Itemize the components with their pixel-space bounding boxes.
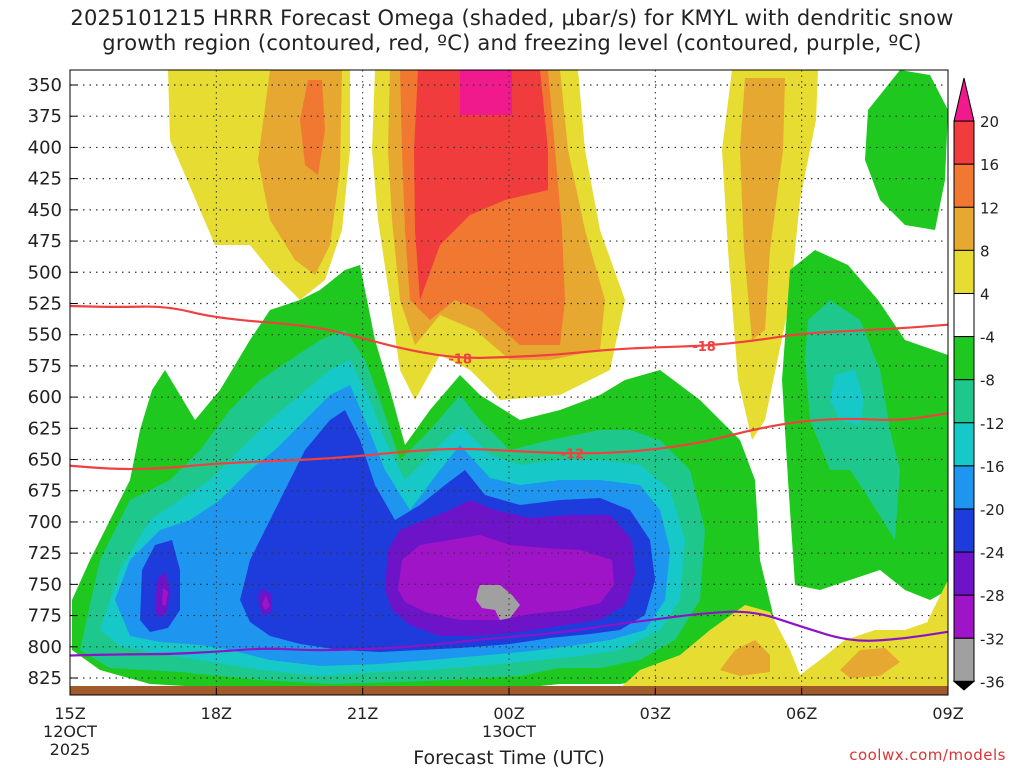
x-tick-label-03Z: 03Z <box>640 704 671 723</box>
y-tick-label-650: 650 <box>28 450 62 471</box>
colorbar-swatch-4 <box>953 249 975 294</box>
y-tick-label-575: 575 <box>28 356 62 377</box>
colorbar-label-8: -16 <box>980 458 1005 476</box>
y-tick-label-700: 700 <box>28 512 62 533</box>
omega-lower-orange-cell-1 <box>720 640 770 676</box>
y-tick-label-550: 550 <box>28 325 62 346</box>
colorbar-label-10: -24 <box>980 544 1005 562</box>
y-tick-label-800: 800 <box>28 637 62 658</box>
colorbar-swatch-2 <box>953 163 975 208</box>
y-tick-label-675: 675 <box>28 481 62 502</box>
y-tick-label-525: 525 <box>28 293 62 314</box>
colorbar-swatch-12 <box>953 594 975 639</box>
contours: -18 -18 -12 <box>69 304 949 657</box>
colorbar-swatch-13 <box>953 637 975 682</box>
colorbar-swatch-9 <box>953 465 975 510</box>
contour-minus-18-label-0: -18 <box>448 352 472 367</box>
colorbar-label-7: -12 <box>980 415 1005 433</box>
y-tick-label-750: 750 <box>28 574 62 595</box>
y-tick-label-425: 425 <box>28 169 62 190</box>
colorbar-swatch-7 <box>953 379 975 424</box>
omega-upper-cell-center-magenta <box>460 70 512 115</box>
colorbar-label-12: -32 <box>980 630 1005 648</box>
colorbar-swatch-8 <box>953 422 975 467</box>
x-tick-label-15Z: 15Z <box>54 704 85 723</box>
chart-title: 2025101215 HRRR Forecast Omega (shaded, … <box>0 6 1024 56</box>
colorbar-label-4: 4 <box>980 285 990 303</box>
colorbar-cap-bottom <box>952 680 976 691</box>
x-tick-label-00Z: 00Z <box>493 704 524 723</box>
contour-minus-18-label-1: -18 <box>692 340 716 355</box>
omega-lower-orange-cell-2 <box>840 648 900 678</box>
colorbar-cap-top <box>953 77 975 122</box>
colorbar-label-6: -8 <box>980 372 995 390</box>
y-tick-label-600: 600 <box>28 387 62 408</box>
colorbar-label-5: -4 <box>980 329 995 347</box>
y-tick-label-475: 475 <box>28 231 62 252</box>
y-tick-label-775: 775 <box>28 606 62 627</box>
y-tick-label-350: 350 <box>28 75 62 96</box>
omega-upper-cell-right-orange <box>740 78 785 340</box>
freezing-level-contour <box>69 610 949 657</box>
colorbar-label-1: 16 <box>980 156 999 174</box>
x-tick-label-09Z: 09Z <box>932 704 963 723</box>
y-tick-label-450: 450 <box>28 200 62 221</box>
y-tick-label-725: 725 <box>28 543 62 564</box>
colorbar-label-9: -20 <box>980 501 1005 519</box>
colorbar-label-11: -28 <box>980 587 1005 605</box>
title-line-2: growth region (contoured, red, ºC) and f… <box>102 31 922 55</box>
colorbar-swatch-3 <box>953 206 975 251</box>
omega-mid-cell-right-cyan <box>830 370 864 425</box>
site-credit[interactable]: coolwx.com/models <box>849 746 1006 764</box>
x-tick-date-15Z: 12OCT <box>43 722 97 741</box>
x-tick-label-18Z: 18Z <box>201 704 232 723</box>
x-tick-label-06Z: 06Z <box>786 704 817 723</box>
y-axis: 350 375 400 425 450 475 500 525 550 575 600 625 650 6… <box>28 75 77 689</box>
colorbar-swatch-10 <box>953 508 975 553</box>
y-tick-label-625: 625 <box>28 418 62 439</box>
omega-upper-cell-center-red <box>414 70 548 300</box>
y-tick-label-375: 375 <box>28 106 62 127</box>
colorbar-swatch-1 <box>953 120 975 165</box>
contour-minus-12 <box>69 412 949 471</box>
omega-upper-cell-left-red <box>300 80 325 175</box>
x-tick-year-15Z: 2025 <box>50 740 91 759</box>
contour-minus-12-label-0: -12 <box>561 447 585 462</box>
colorbar-label-13: -36 <box>980 673 1005 691</box>
colorbar-swatch-6 <box>953 336 975 381</box>
title-line-1: 2025101215 HRRR Forecast Omega (shaded, … <box>70 6 954 30</box>
shaded-field <box>72 70 948 690</box>
contour-minus-18 <box>69 304 949 359</box>
y-tick-label-500: 500 <box>28 262 62 283</box>
colorbar-label-3: 8 <box>980 242 990 260</box>
colorbar-swatch-5 <box>953 292 975 338</box>
colorbar-label-0: 20 <box>980 113 999 131</box>
x-tick-label-21Z: 21Z <box>347 704 378 723</box>
colorbar-label-2: 12 <box>980 199 999 217</box>
y-tick-label-825: 825 <box>28 668 62 689</box>
x-axis-label: Forecast Time (UTC) <box>413 747 604 768</box>
x-tick-date-00Z: 13OCT <box>482 722 536 741</box>
y-tick-label-400: 400 <box>28 137 62 158</box>
omega-upper-cell-right-green <box>865 70 948 230</box>
omega-lower-yellow-cell-right <box>925 580 948 690</box>
colorbar: 20 16 12 8 4 -4 -8 -12 -16 -20 -24 -28 -32 -36 <box>952 77 1005 691</box>
colorbar-swatch-11 <box>953 551 975 596</box>
